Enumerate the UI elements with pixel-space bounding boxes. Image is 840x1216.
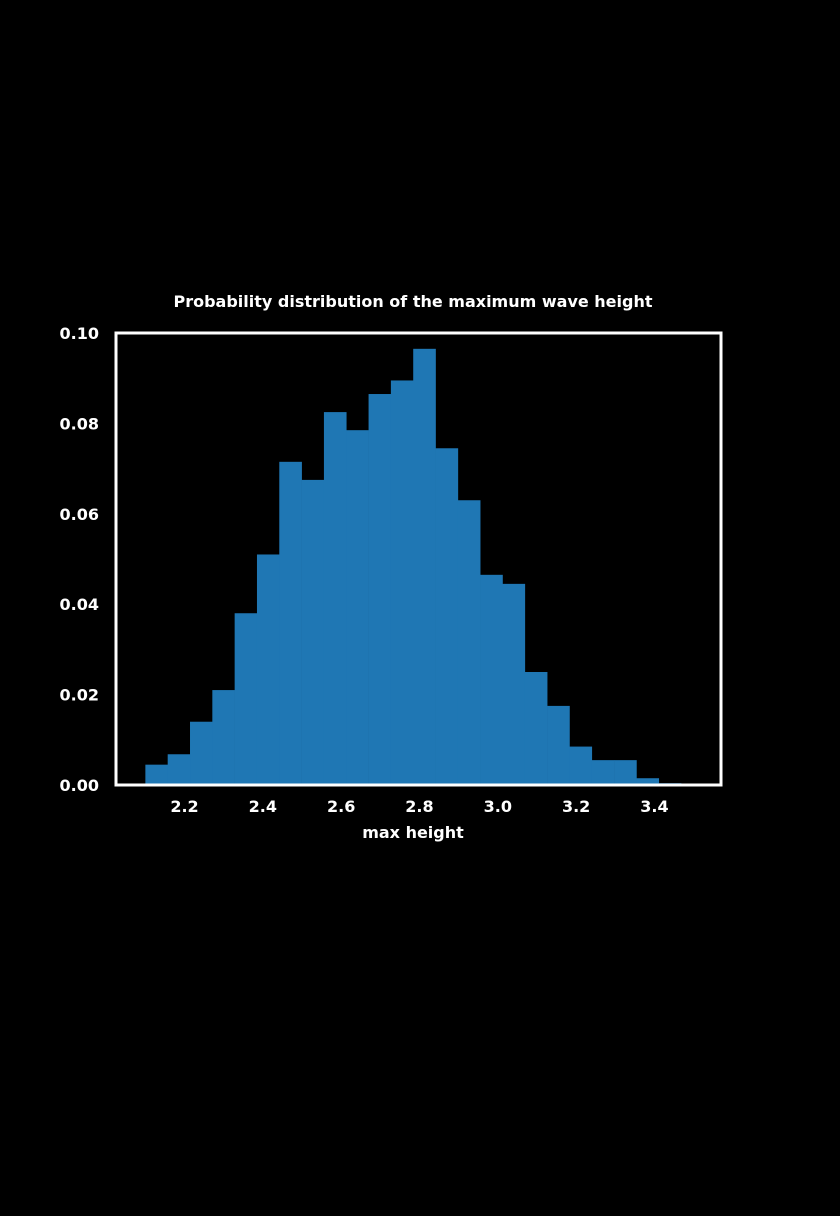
x-tick-label: 2.8 bbox=[405, 797, 433, 816]
y-tick-label: 0.06 bbox=[60, 505, 99, 524]
histogram-bar bbox=[256, 554, 280, 785]
x-tick-label: 3.0 bbox=[484, 797, 512, 816]
y-tick-label: 0.08 bbox=[60, 414, 99, 433]
x-tick-label: 2.2 bbox=[170, 797, 198, 816]
chart-title: Probability distribution of the maximum … bbox=[173, 292, 652, 311]
histogram-bar bbox=[301, 479, 325, 785]
histogram-bar bbox=[547, 705, 570, 785]
histogram-bar bbox=[145, 764, 168, 785]
histogram-bar bbox=[212, 690, 235, 785]
histogram-bar bbox=[569, 746, 593, 785]
histogram-bar bbox=[190, 721, 213, 785]
x-tick-label: 2.6 bbox=[327, 797, 355, 816]
y-tick-label: 0.04 bbox=[60, 595, 99, 614]
histogram-bar bbox=[234, 613, 258, 785]
histogram-bar bbox=[591, 760, 615, 785]
histogram-bar bbox=[279, 461, 302, 785]
x-tick-label: 2.4 bbox=[249, 797, 277, 816]
histogram-bar bbox=[524, 672, 548, 785]
histogram-bar bbox=[502, 583, 526, 785]
y-tick-label: 0.02 bbox=[60, 686, 99, 705]
y-tick-label: 0.10 bbox=[60, 324, 99, 343]
histogram-bars bbox=[145, 348, 704, 785]
x-axis: 2.2 2.4 2.6 2.8 3.0 3.2 3.4 bbox=[170, 797, 668, 816]
histogram-bar bbox=[390, 380, 414, 785]
histogram-bar bbox=[435, 448, 459, 785]
x-tick-label: 3.4 bbox=[640, 797, 668, 816]
histogram-bar bbox=[480, 574, 503, 785]
histogram-bar bbox=[368, 394, 392, 785]
histogram-bar bbox=[636, 778, 660, 785]
histogram-bar bbox=[167, 754, 191, 785]
histogram-bar bbox=[413, 348, 436, 785]
x-axis-label: max height bbox=[362, 823, 464, 842]
histogram-bar bbox=[457, 500, 481, 785]
x-tick-label: 3.2 bbox=[562, 797, 590, 816]
y-axis: 0.00 0.02 0.04 0.06 0.08 0.10 bbox=[60, 324, 99, 795]
histogram-bar bbox=[614, 760, 637, 785]
histogram-bar bbox=[346, 430, 369, 785]
y-tick-label: 0.00 bbox=[60, 776, 99, 795]
plot-frame bbox=[114, 331, 723, 787]
histogram-bar bbox=[323, 412, 347, 785]
